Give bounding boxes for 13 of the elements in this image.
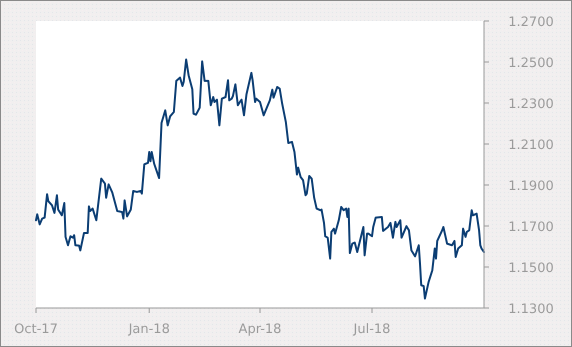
y-tick-label: 1.2100 (508, 138, 554, 153)
y-tick-label: 1.1300 (508, 302, 554, 317)
x-tick-label: Apr-18 (238, 322, 282, 337)
x-tick-label: Jul-18 (352, 322, 390, 337)
y-tick-label: 1.2300 (508, 97, 554, 112)
y-tick-label: 1.1500 (508, 261, 554, 276)
y-tick-label: 1.1700 (508, 220, 554, 235)
line-series (35, 58, 485, 300)
y-tick-label: 1.2700 (508, 15, 554, 30)
x-tick-label: Oct-17 (14, 322, 58, 337)
y-tick-label: 1.2500 (508, 56, 554, 71)
y-tick-label: 1.1900 (508, 179, 554, 194)
x-tick-label: Jan-18 (128, 322, 170, 337)
